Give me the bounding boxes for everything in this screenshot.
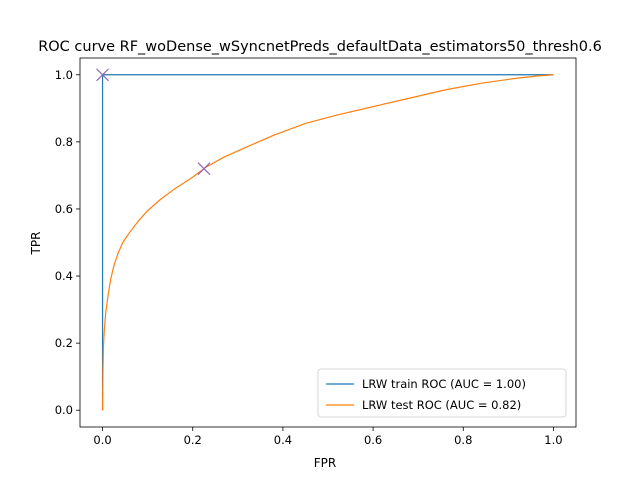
x-axis-label: FPR [314, 456, 336, 470]
threshold-marker [96, 68, 109, 82]
x-tick-label: 0.6 [364, 433, 382, 447]
series-line-test [101, 74, 554, 411]
x-tick-label: 0.2 [184, 433, 202, 447]
y-axis-label: TPR [29, 232, 43, 256]
x-tick-label: 0.8 [454, 433, 472, 447]
series-line-train [101, 74, 554, 411]
y-tick-label: 1.0 [55, 68, 73, 82]
y-tick-label: 0.0 [55, 403, 73, 417]
plot-area: 0.0 0.2 0.4 0.6 0.8 1.0 0.0 0.2 0.4 0.6 0.8 1.0 LRW … [55, 57, 577, 447]
y-tick-label: 0.2 [55, 336, 73, 350]
threshold-marker [197, 162, 211, 176]
x-tick-label: 0.0 [93, 433, 111, 447]
legend-entry: LRW test ROC (AUC = 0.82) [362, 398, 521, 412]
chart-title: ROC curve RF_woDense_wSyncnetPreds_defau… [38, 39, 602, 55]
axes-frame [79, 57, 577, 428]
legend-entry: LRW train ROC (AUC = 1.00) [362, 377, 526, 391]
x-tick-label: 0.4 [274, 433, 292, 447]
y-tick-label: 0.8 [55, 135, 73, 149]
y-tick-label: 0.6 [55, 202, 73, 216]
legend: LRW train ROC (AUC = 1.00) LRW test ROC (… [317, 368, 567, 418]
x-tick-label: 1.0 [544, 433, 562, 447]
y-tick-label: 0.4 [55, 269, 73, 283]
